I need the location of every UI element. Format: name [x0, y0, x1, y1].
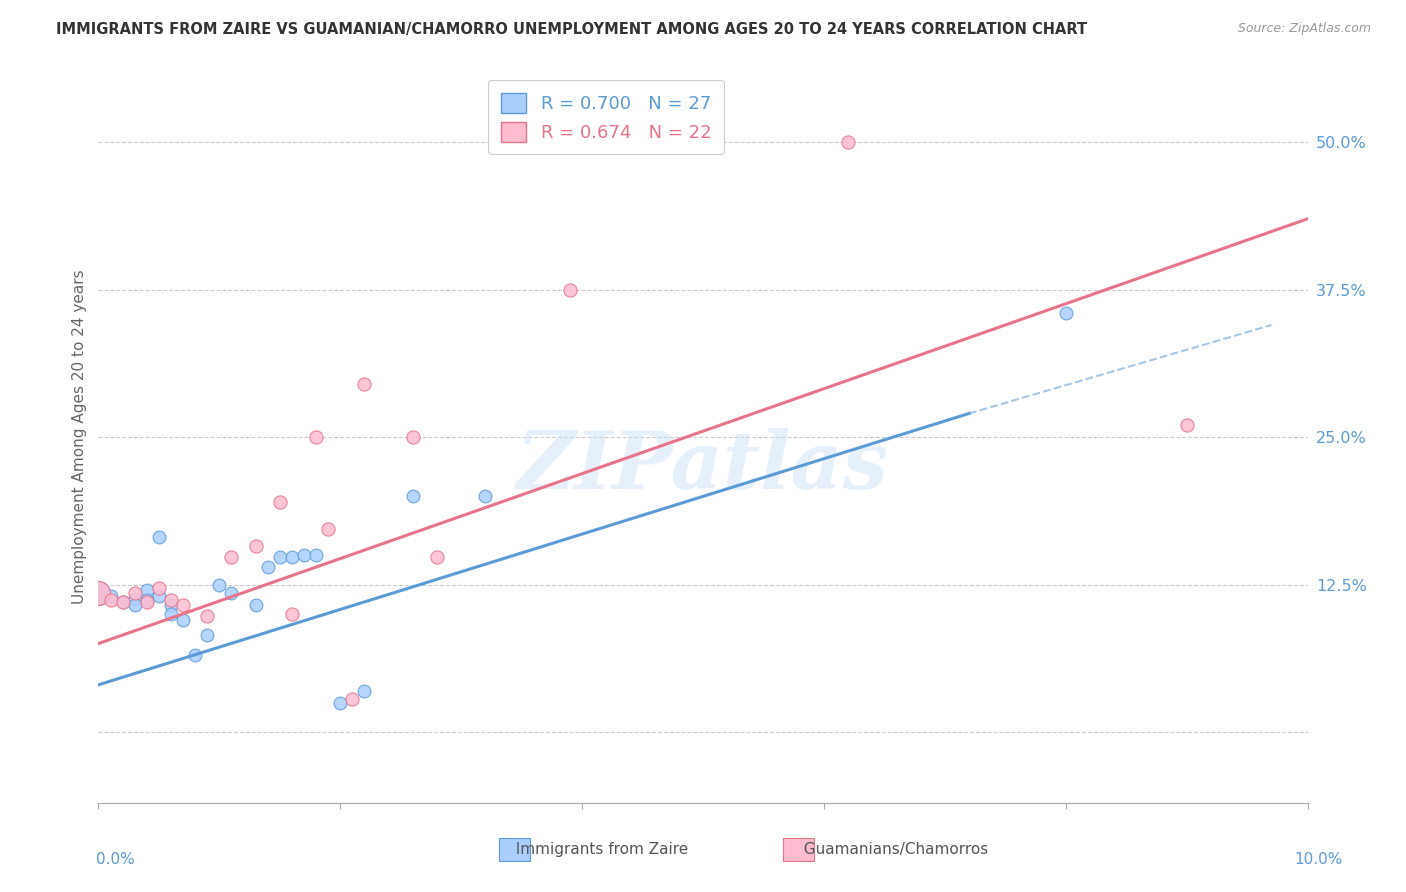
Point	[87, 586, 110, 600]
Legend: R = 0.700   N = 27, R = 0.674   N = 22: R = 0.700 N = 27, R = 0.674 N = 22	[488, 80, 724, 154]
Text: Immigrants from Zaire: Immigrants from Zaire	[506, 842, 689, 856]
Point	[184, 648, 207, 663]
Point	[292, 548, 315, 562]
Point	[402, 430, 425, 444]
Point	[269, 495, 291, 509]
Point	[124, 591, 146, 606]
Point	[269, 550, 291, 565]
Point	[160, 607, 183, 621]
Point	[353, 683, 375, 698]
Point	[135, 593, 157, 607]
Point	[111, 595, 134, 609]
Point	[135, 583, 157, 598]
Point	[1054, 306, 1077, 320]
Point	[329, 696, 352, 710]
Y-axis label: Unemployment Among Ages 20 to 24 years: Unemployment Among Ages 20 to 24 years	[72, 269, 87, 605]
Point	[111, 595, 134, 609]
Text: Source: ZipAtlas.com: Source: ZipAtlas.com	[1237, 22, 1371, 36]
Point	[172, 598, 194, 612]
Point	[172, 613, 194, 627]
Point	[1175, 418, 1198, 433]
Point	[124, 586, 146, 600]
Point	[353, 376, 375, 391]
Point	[837, 135, 859, 149]
Point	[160, 593, 183, 607]
Point	[160, 598, 183, 612]
Point	[305, 430, 328, 444]
Point	[402, 489, 425, 503]
Point	[316, 522, 339, 536]
Point	[148, 590, 170, 604]
Point	[100, 590, 122, 604]
Point	[426, 550, 449, 565]
Text: Guamanians/Chamorros: Guamanians/Chamorros	[794, 842, 988, 856]
Point	[195, 628, 218, 642]
Text: 0.0%: 0.0%	[96, 852, 135, 867]
Point	[256, 559, 278, 574]
Point	[474, 489, 496, 503]
Point	[221, 586, 243, 600]
Point	[558, 283, 581, 297]
Point	[208, 577, 231, 591]
Point	[135, 595, 157, 609]
Point	[342, 692, 364, 706]
Point	[87, 586, 110, 600]
Point	[281, 550, 304, 565]
Point	[148, 530, 170, 544]
Text: ZIPatlas: ZIPatlas	[517, 427, 889, 505]
Text: IMMIGRANTS FROM ZAIRE VS GUAMANIAN/CHAMORRO UNEMPLOYMENT AMONG AGES 20 TO 24 YEA: IMMIGRANTS FROM ZAIRE VS GUAMANIAN/CHAMO…	[56, 22, 1087, 37]
Point	[245, 598, 267, 612]
Point	[221, 550, 243, 565]
Text: 10.0%: 10.0%	[1295, 852, 1343, 867]
Point	[148, 581, 170, 595]
Point	[281, 607, 304, 621]
Point	[305, 548, 328, 562]
Point	[245, 539, 267, 553]
Point	[100, 593, 122, 607]
Point	[124, 598, 146, 612]
Point	[195, 609, 218, 624]
